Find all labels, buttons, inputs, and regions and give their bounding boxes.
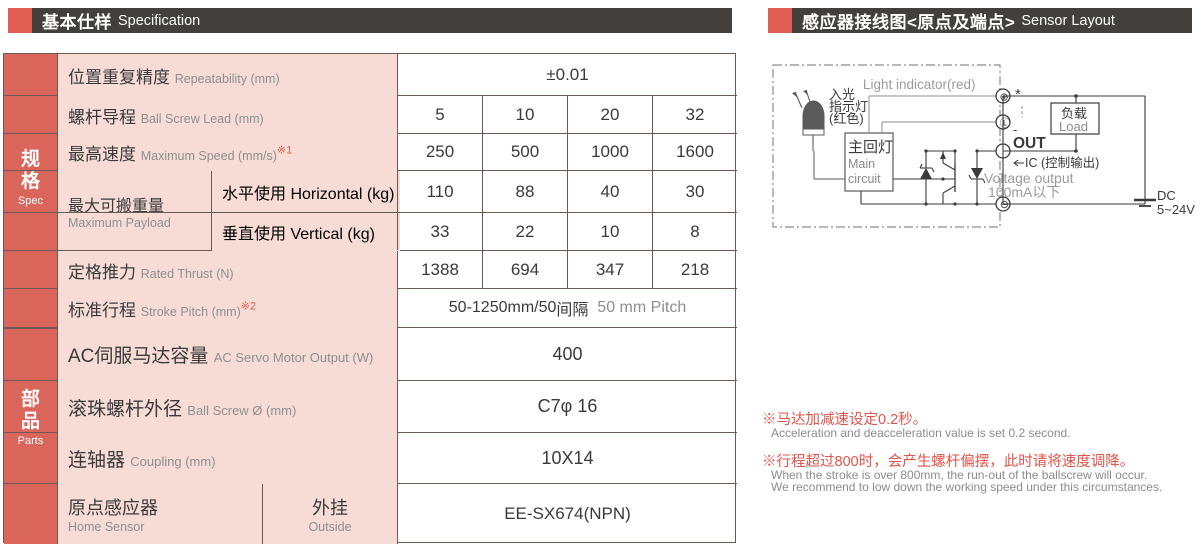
- svg-text:IC (控制输出): IC (控制输出): [1025, 155, 1099, 170]
- svg-text:circuit: circuit: [848, 172, 881, 186]
- svg-text:⊕: ⊕: [1000, 92, 1009, 104]
- svg-text:Load: Load: [1059, 119, 1088, 134]
- svg-text:(红色): (红色): [829, 111, 864, 126]
- svg-text:*: *: [1015, 86, 1021, 103]
- svg-text:⊖: ⊖: [1000, 199, 1009, 211]
- svg-text:DC: DC: [1157, 188, 1176, 203]
- svg-text:5~24V: 5~24V: [1157, 202, 1195, 217]
- svg-text:Light indicator(red): Light indicator(red): [863, 77, 976, 92]
- svg-text:100mA以下: 100mA以下: [988, 184, 1060, 200]
- svg-text:Main: Main: [848, 157, 875, 171]
- svg-text:主回灯: 主回灯: [848, 139, 893, 156]
- svg-text:OUT: OUT: [1013, 135, 1046, 152]
- svg-text:Ⓛ: Ⓛ: [1000, 118, 1011, 130]
